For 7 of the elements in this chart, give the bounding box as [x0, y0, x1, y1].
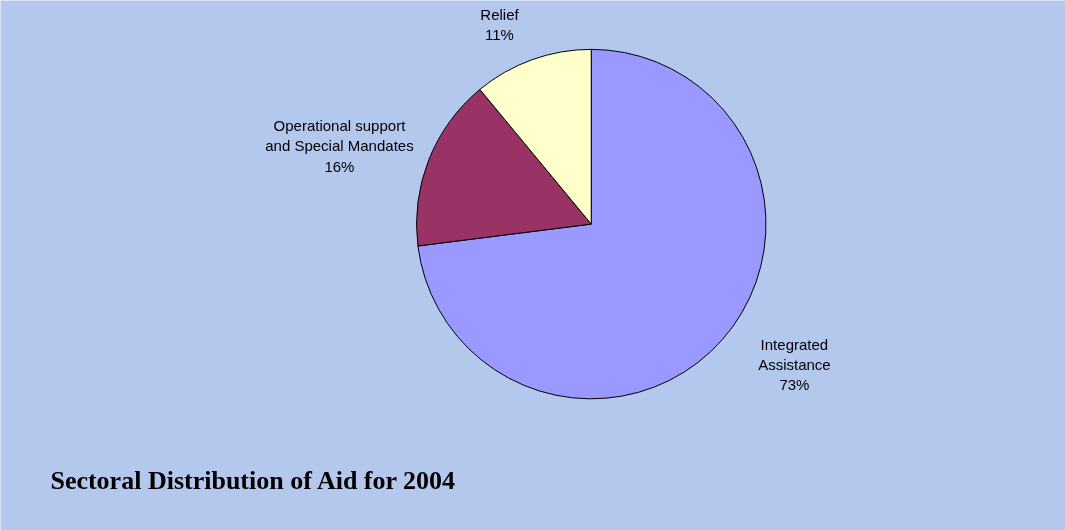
- slice-label: Integrated Assistance: [758, 335, 831, 373]
- data-label: 16%: [324, 157, 355, 175]
- slice-label: Operational support and Special Mandates: [265, 117, 414, 155]
- data-label: 73%: [779, 376, 810, 394]
- text: Sectoral Distribution of Aid for 2004: [50, 466, 456, 496]
- data-label: 11%: [485, 26, 514, 44]
- slice-label: Relief: [480, 5, 520, 23]
